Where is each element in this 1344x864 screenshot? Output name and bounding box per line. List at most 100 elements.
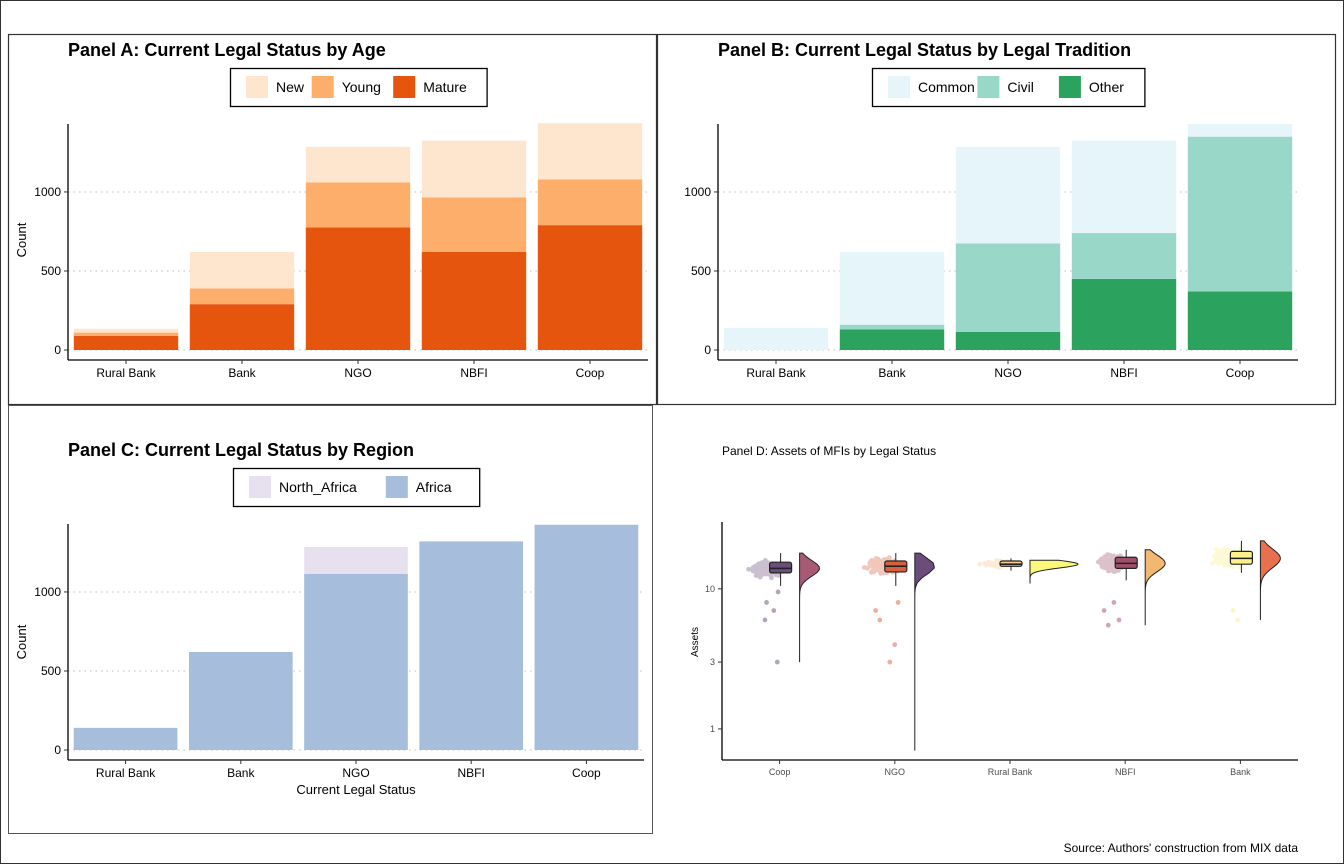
data-point <box>880 560 886 566</box>
data-point <box>1102 555 1108 561</box>
data-point <box>759 560 765 565</box>
data-point <box>761 571 767 577</box>
data-point <box>1219 556 1225 562</box>
data-point <box>757 574 763 580</box>
outlier-point <box>762 617 768 623</box>
data-point <box>1221 554 1227 560</box>
data-point <box>764 569 770 575</box>
data-point <box>871 564 877 570</box>
data-point <box>1224 562 1230 568</box>
data-point <box>762 562 767 567</box>
data-point <box>1224 557 1230 563</box>
data-point <box>1225 552 1231 558</box>
data-point <box>873 558 879 564</box>
x-tick-label: NGO <box>344 366 371 380</box>
data-point <box>875 558 881 564</box>
data-point <box>765 569 770 575</box>
data-point <box>762 565 768 571</box>
bar-young-nbfi <box>421 197 527 253</box>
data-point <box>764 566 770 571</box>
raincloud-rural-bank <box>977 557 1079 584</box>
y-tick-label: 1 <box>710 724 715 734</box>
data-point <box>756 562 762 568</box>
raincloud-coop <box>746 552 820 665</box>
data-point <box>874 563 879 569</box>
panel-c: Panel C: Current Legal Status by Region … <box>8 405 653 834</box>
outlier-point <box>1111 600 1117 605</box>
data-point <box>1110 557 1116 563</box>
data-point <box>1219 554 1225 559</box>
data-point <box>1101 564 1107 570</box>
data-point <box>764 567 770 573</box>
outlier-point <box>1230 608 1236 613</box>
data-point <box>1222 557 1228 563</box>
data-point <box>1212 559 1218 565</box>
data-point <box>749 566 755 572</box>
data-point <box>878 571 884 576</box>
data-point <box>1101 563 1107 569</box>
data-point <box>1224 559 1230 565</box>
data-point <box>758 568 764 574</box>
data-point <box>1218 558 1224 564</box>
data-point <box>874 559 880 564</box>
data-point <box>1221 557 1227 563</box>
data-point <box>754 571 760 577</box>
legend-label-common: Common <box>918 79 975 95</box>
data-point <box>762 567 767 573</box>
data-point <box>875 565 881 571</box>
data-point <box>1222 557 1228 563</box>
data-point <box>757 569 762 575</box>
data-point <box>763 562 769 568</box>
data-point <box>1216 559 1221 565</box>
data-point <box>1224 552 1230 558</box>
data-point <box>873 563 879 569</box>
data-point <box>982 561 988 566</box>
outlier-point <box>764 600 769 605</box>
data-point <box>875 558 881 564</box>
x-tick-label: Coop <box>572 766 601 780</box>
data-point <box>1222 563 1228 568</box>
data-point <box>878 559 883 565</box>
data-point <box>755 566 761 571</box>
data-point <box>874 563 880 569</box>
legend-item-common: Common <box>888 76 975 98</box>
data-point <box>750 568 756 574</box>
data-point <box>1109 562 1115 568</box>
data-point <box>1217 553 1223 559</box>
violin-nbfi <box>1144 549 1166 626</box>
data-point <box>1109 561 1115 567</box>
bar-common-rural-bank <box>723 327 829 350</box>
data-point <box>870 567 876 572</box>
data-point <box>1105 552 1111 558</box>
data-point <box>1220 556 1226 562</box>
data-point <box>877 566 883 572</box>
data-point <box>1110 564 1116 570</box>
data-point <box>1220 560 1226 566</box>
panel-d-ylabel: Assets <box>690 627 701 657</box>
legend-swatch-mature <box>393 76 416 98</box>
data-point <box>879 569 884 575</box>
x-tick-label: NGO <box>342 766 369 780</box>
data-point <box>1106 568 1111 574</box>
data-point <box>1104 559 1110 565</box>
data-point <box>1109 565 1115 571</box>
data-point <box>759 563 765 569</box>
data-point <box>886 555 892 561</box>
data-point <box>869 569 875 575</box>
data-point <box>867 560 873 566</box>
data-point <box>1095 559 1101 565</box>
data-point <box>879 567 885 573</box>
data-point <box>1221 556 1227 562</box>
data-point <box>1103 561 1109 566</box>
data-point <box>1105 562 1110 568</box>
data-point <box>1225 559 1231 565</box>
data-point <box>1213 554 1219 560</box>
data-point <box>1106 563 1112 569</box>
data-point <box>764 569 770 575</box>
bar-new-nbfi <box>421 140 527 198</box>
data-point <box>1097 558 1103 564</box>
data-point <box>1217 557 1223 563</box>
data-point <box>1216 560 1221 566</box>
x-tick-label: Bank <box>1230 767 1251 777</box>
violin-coop <box>799 552 820 663</box>
